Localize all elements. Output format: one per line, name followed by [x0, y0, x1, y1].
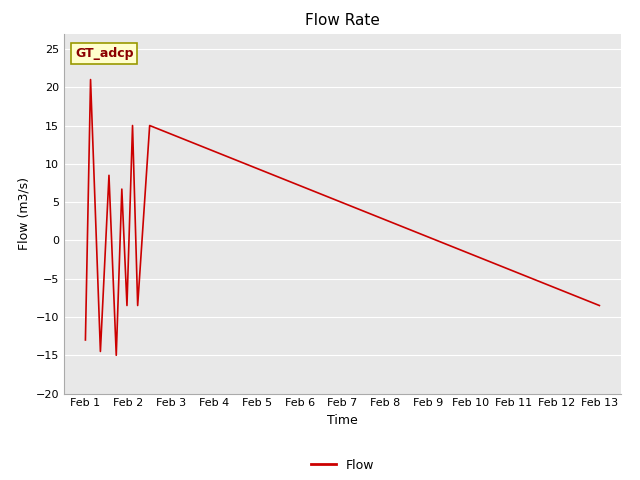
X-axis label: Time: Time — [327, 414, 358, 427]
Title: Flow Rate: Flow Rate — [305, 13, 380, 28]
Text: GT_adcp: GT_adcp — [75, 47, 134, 60]
Legend: Flow: Flow — [306, 454, 379, 477]
Y-axis label: Flow (m3/s): Flow (m3/s) — [17, 177, 30, 250]
